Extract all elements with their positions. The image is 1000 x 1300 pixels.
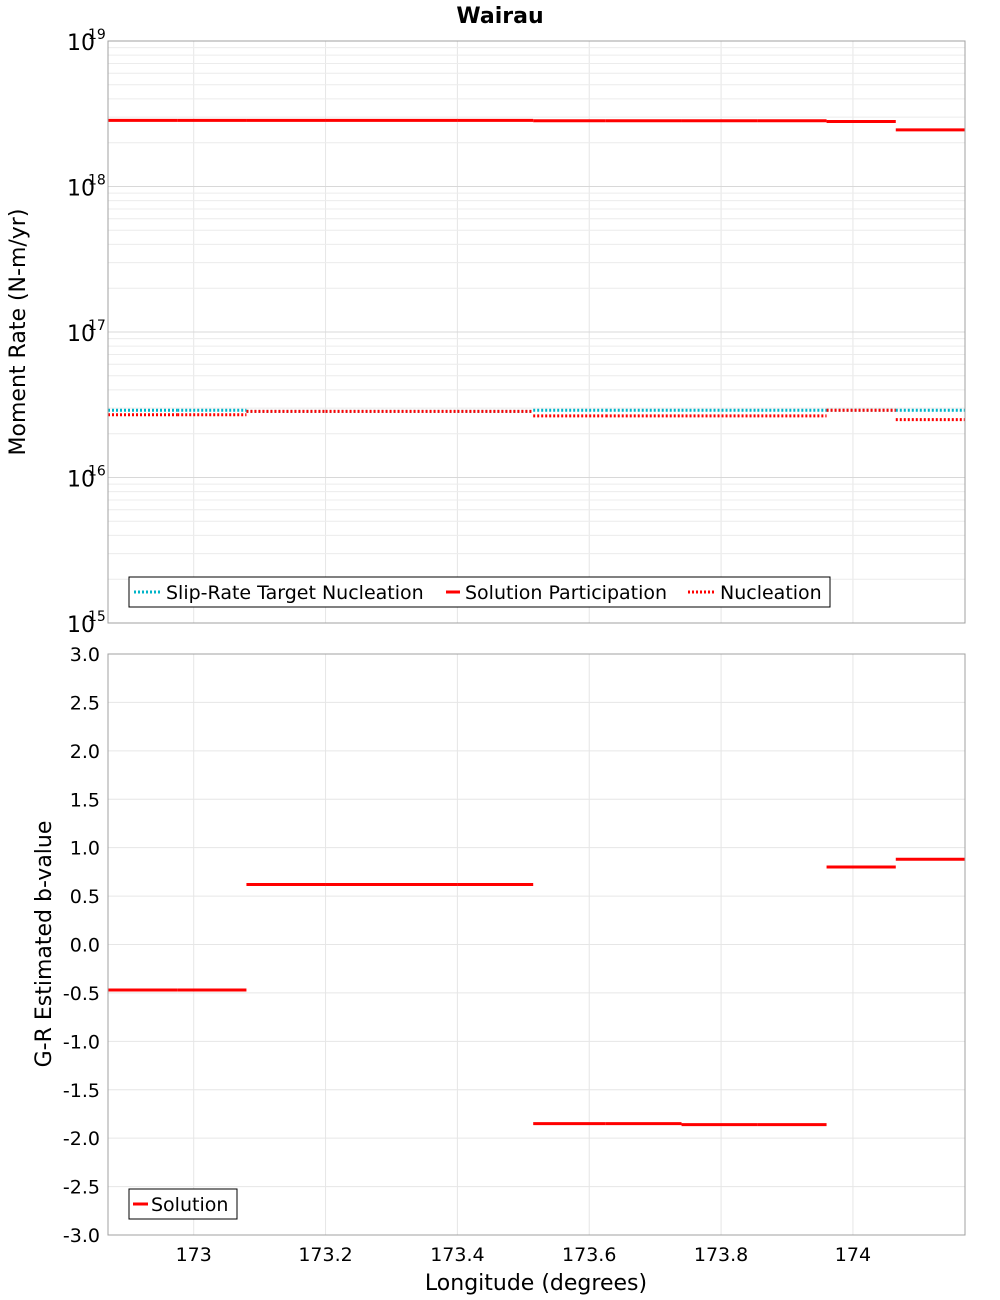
bottom-y-tick-label: -2.5 [63, 1177, 100, 1199]
bottom-y-tick-label: 1.0 [70, 838, 100, 860]
bottom-y-tick-label: 1.5 [70, 789, 100, 811]
bottom-y-tick-label: -0.5 [63, 983, 100, 1005]
bottom-legend: Solution [128, 1188, 238, 1220]
top-y-tick-exponent: 19 [88, 27, 106, 43]
top-y-tick-exponent: 17 [88, 318, 106, 334]
bottom-y-tick-label: -1.5 [63, 1080, 100, 1102]
x-tick-label: 173.4 [430, 1244, 484, 1266]
top-legend: Slip-Rate Target Nucleation Solution Par… [128, 576, 831, 608]
bottom-y-tick-label: 3.0 [70, 644, 100, 666]
top-y-axis-label: Moment Rate (N-m/yr) [6, 209, 31, 456]
bottom-y-tick-label: 0.5 [70, 886, 100, 908]
legend-label-solution-participation: Solution Participation [465, 582, 667, 604]
bottom-y-tick-label: -2.0 [63, 1128, 100, 1150]
x-tick-label: 174 [835, 1244, 871, 1266]
series-solution [108, 857, 965, 1127]
top-plot-frame [107, 40, 966, 624]
top-y-tick-base: 10 [67, 613, 95, 638]
bottom-y-tick-label: 0.0 [70, 935, 100, 957]
series-nucleation [108, 408, 965, 422]
x-tick-label: 173.2 [298, 1244, 352, 1266]
bottom-y-tick-label: -3.0 [63, 1225, 100, 1247]
top-y-tick-base: 10 [67, 322, 95, 347]
top-y-tick-exponent: 15 [88, 609, 106, 625]
bottom-plot-frame [107, 653, 966, 1236]
x-tick-labels: 173 173.2 173.4 173.6 173.8 174 [176, 1244, 871, 1266]
top-y-tick-exponent: 18 [88, 173, 106, 189]
top-y-tick-base: 10 [67, 31, 95, 56]
bottom-series-group [108, 857, 965, 1127]
top-y-tick-exponent: 16 [88, 464, 106, 480]
x-tick-label: 173.8 [694, 1244, 748, 1266]
bottom-y-axis-label: G-R Estimated b-value [32, 821, 57, 1068]
top-series-group [108, 118, 965, 422]
bottom-y-tick-labels: 3.0 2.5 2.0 1.5 1.0 0.5 0.0 -0.5 -1.0 -1.5 -2.0 -2.… [63, 644, 100, 1247]
bottom-y-tick-label: 2.5 [70, 692, 100, 714]
bottom-panel: 3.0 2.5 2.0 1.5 1.0 0.5 0.0 -0.5 -1.0 -1.5 -2.0 -2.… [32, 644, 966, 1296]
top-y-tick-base: 10 [67, 468, 95, 493]
legend-label-solution: Solution [151, 1194, 228, 1216]
bottom-y-tick-label: -1.0 [63, 1031, 100, 1053]
top-y-tick-base: 10 [67, 177, 95, 202]
legend-label-nucleation: Nucleation [720, 582, 822, 604]
x-tick-label: 173.6 [562, 1244, 616, 1266]
legend-label-target-nucleation: Slip-Rate Target Nucleation [166, 582, 424, 604]
bottom-y-tick-label: 2.0 [70, 741, 100, 763]
chart-title: Wairau [456, 4, 543, 29]
series-solution-participation [108, 118, 965, 132]
x-axis-label: Longitude (degrees) [425, 1271, 647, 1296]
x-tick-label: 173 [176, 1244, 212, 1266]
